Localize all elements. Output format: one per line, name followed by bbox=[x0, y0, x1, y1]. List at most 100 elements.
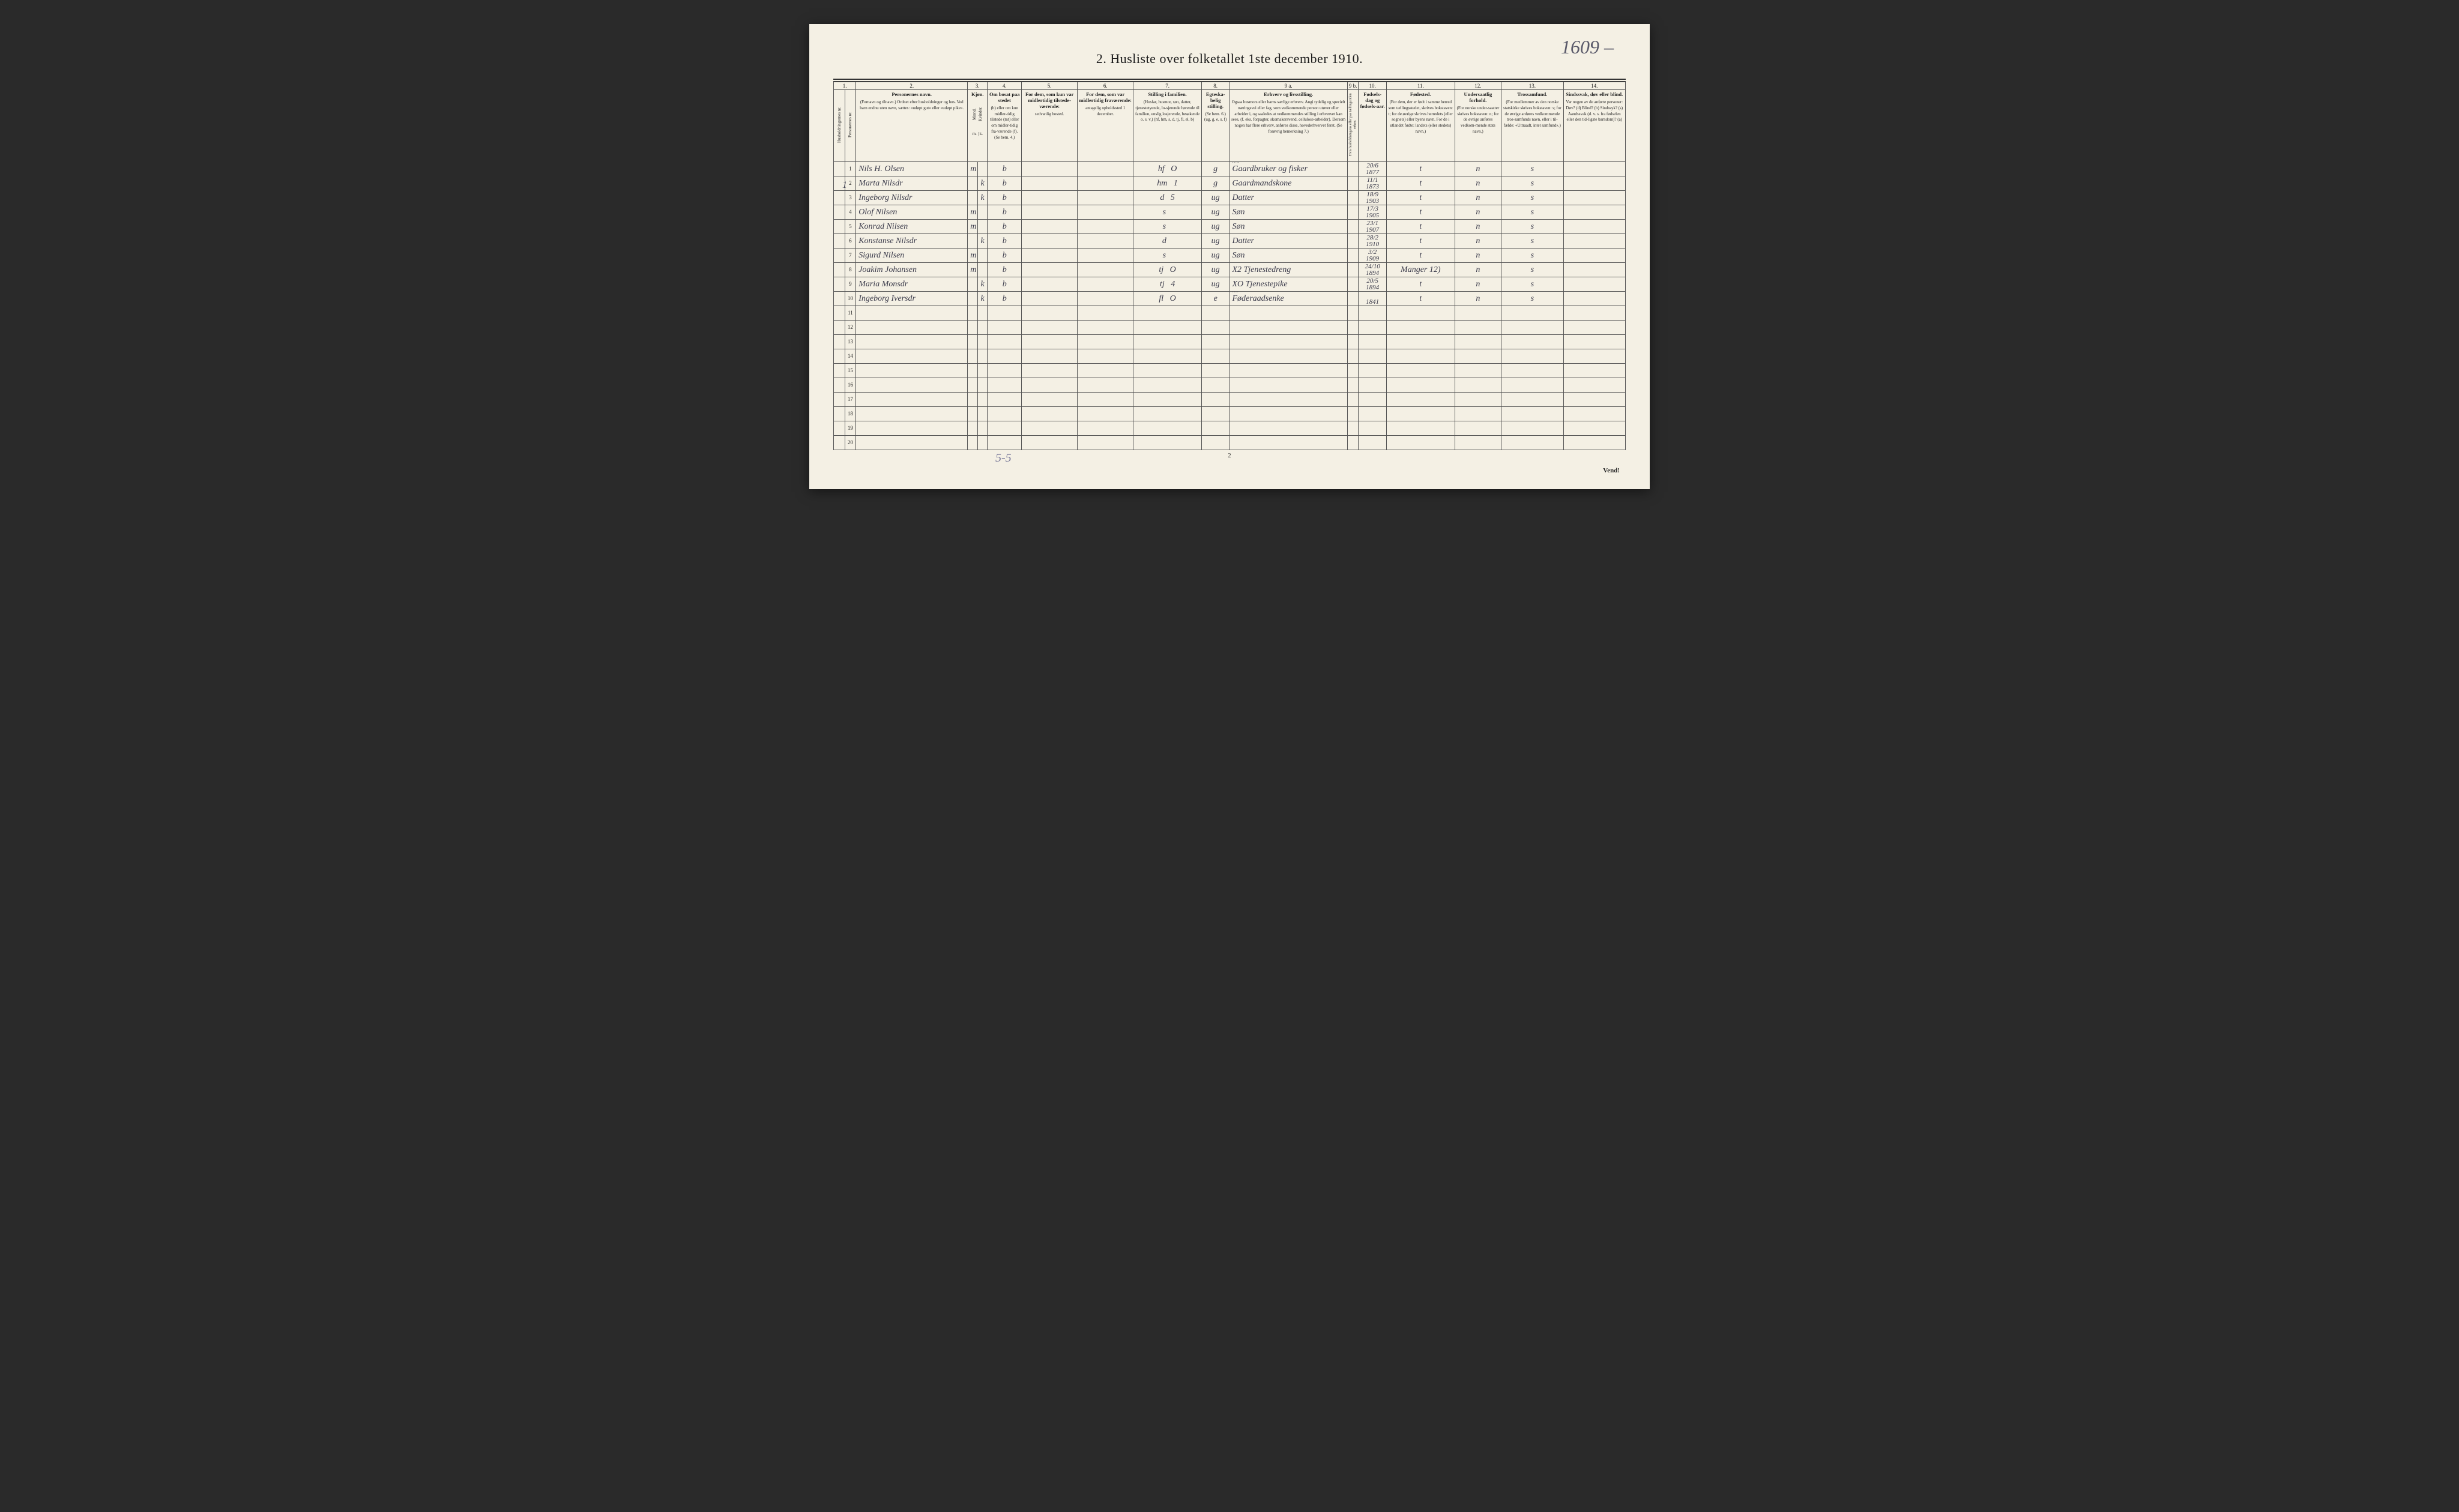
cell-person-nr: 20 bbox=[845, 436, 856, 450]
col-header-name: Personernes navn. (Fornavn og tilnavn.) … bbox=[856, 90, 968, 162]
page-number-printed: 2 bbox=[833, 453, 1626, 459]
cell-birthplace: t bbox=[1386, 220, 1455, 234]
col-num: 5. bbox=[1022, 82, 1078, 90]
cell-household bbox=[834, 321, 845, 335]
cell-disability bbox=[1563, 248, 1625, 263]
col-num: 1. bbox=[834, 82, 856, 90]
table-row: 2 Marta Nilsdr k b hm 1 g Gaardmandskone… bbox=[834, 176, 1626, 191]
cell-residence: b bbox=[988, 263, 1022, 277]
cell-9b bbox=[1347, 248, 1359, 263]
cell-temp-present bbox=[1022, 205, 1078, 220]
cell-residence: b bbox=[988, 176, 1022, 191]
cell-nationality: n bbox=[1455, 220, 1501, 234]
table-row-empty: 18 bbox=[834, 407, 1626, 421]
cell-occupation: Gaardmandskone bbox=[1230, 176, 1347, 191]
cell-family-pos: s bbox=[1133, 248, 1202, 263]
cell-person-nr: 13 bbox=[845, 335, 856, 349]
col-header-sex: Kjøn. Mænd. Kvinder. m. | k. bbox=[968, 90, 988, 162]
cell-9b bbox=[1347, 220, 1359, 234]
cell-birthplace: t bbox=[1386, 205, 1455, 220]
cell-occupation: X1Føderaadsenke bbox=[1230, 292, 1347, 306]
table-row: 10 Ingeborg Iversdr k b fl O e X1Føderaa… bbox=[834, 292, 1626, 306]
cell-family-pos: d bbox=[1133, 234, 1202, 248]
col-num: 11. bbox=[1386, 82, 1455, 90]
col-header-occupation: Erhverv og livsstilling. Ogsaa husmors e… bbox=[1230, 90, 1347, 162]
table-row: 7 Sigurd Nilsen m b s ug Søn 3/21909 t n… bbox=[834, 248, 1626, 263]
col-num: 13. bbox=[1501, 82, 1563, 90]
cell-disability bbox=[1563, 205, 1625, 220]
table-row: 5 Konrad Nilsen m b s ug Søn 23/11907 t … bbox=[834, 220, 1626, 234]
cell-marital: ug bbox=[1201, 220, 1230, 234]
cell-temp-absent bbox=[1078, 263, 1133, 277]
table-row: 8 Joakim Johansen m b tj O ug X2 Tjenest… bbox=[834, 263, 1626, 277]
cell-household bbox=[834, 292, 845, 306]
cell-person-nr: 8 bbox=[845, 263, 856, 277]
cell-marital: ug bbox=[1201, 191, 1230, 205]
cell-birthdate: 1841 bbox=[1359, 292, 1387, 306]
cell-9b bbox=[1347, 205, 1359, 220]
cell-nationality: n bbox=[1455, 191, 1501, 205]
cell-birthdate: 11/11873 bbox=[1359, 176, 1387, 191]
cell-religion: s bbox=[1501, 234, 1563, 248]
cell-nationality: n bbox=[1455, 176, 1501, 191]
cell-household bbox=[834, 378, 845, 393]
page-title: 2. Husliste over folketallet 1ste decemb… bbox=[833, 51, 1626, 67]
cell-sex-k bbox=[977, 248, 988, 263]
cell-household bbox=[834, 162, 845, 176]
cell-nationality: n bbox=[1455, 248, 1501, 263]
cell-sex-m bbox=[968, 292, 978, 306]
cell-birthdate: 20/61877 bbox=[1359, 162, 1387, 176]
col-header-nationality: Undersaatlig forhold. (For norske under-… bbox=[1455, 90, 1501, 162]
cell-household bbox=[834, 335, 845, 349]
col-num: 6. bbox=[1078, 82, 1133, 90]
cell-family-pos: fl O bbox=[1133, 292, 1202, 306]
cell-name: Maria Monsdr bbox=[856, 277, 968, 292]
cell-sex-k bbox=[977, 263, 988, 277]
cell-residence: b bbox=[988, 162, 1022, 176]
cell-occupation: XO Tjenestepike bbox=[1230, 277, 1347, 292]
cell-birthdate: 17/31905 bbox=[1359, 205, 1387, 220]
cell-family-pos: hm 1 bbox=[1133, 176, 1202, 191]
cell-temp-absent bbox=[1078, 277, 1133, 292]
cell-temp-absent bbox=[1078, 248, 1133, 263]
col-header-disability: Sindssvak, døv eller blind. Var nogen av… bbox=[1563, 90, 1625, 162]
cell-temp-present bbox=[1022, 176, 1078, 191]
table-row: 1 Nils H. Olsen m b hf O g XOGaardbruker… bbox=[834, 162, 1626, 176]
col-num: 4. bbox=[988, 82, 1022, 90]
cell-household bbox=[834, 191, 845, 205]
cell-disability bbox=[1563, 162, 1625, 176]
cell-household bbox=[834, 248, 845, 263]
cell-temp-absent bbox=[1078, 292, 1133, 306]
cell-temp-absent bbox=[1078, 234, 1133, 248]
cell-household bbox=[834, 220, 845, 234]
cell-birthplace: t bbox=[1386, 234, 1455, 248]
cell-household bbox=[834, 364, 845, 378]
cell-temp-absent bbox=[1078, 176, 1133, 191]
cell-person-nr: 3 bbox=[845, 191, 856, 205]
cell-name: Ingeborg Nilsdr bbox=[856, 191, 968, 205]
cell-9b bbox=[1347, 191, 1359, 205]
cell-residence: b bbox=[988, 292, 1022, 306]
table-body: 1 Nils H. Olsen m b hf O g XOGaardbruker… bbox=[834, 162, 1626, 450]
cell-occupation: XOGaardbruker og fisker bbox=[1230, 162, 1347, 176]
cell-religion: s bbox=[1501, 263, 1563, 277]
table-row: 9 Maria Monsdr k b tj 4 ug XO Tjenestepi… bbox=[834, 277, 1626, 292]
cell-name: Sigurd Nilsen bbox=[856, 248, 968, 263]
cell-sex-k: k bbox=[977, 176, 988, 191]
table-row: 3 Ingeborg Nilsdr k b d 5 ug Datter 18/9… bbox=[834, 191, 1626, 205]
cell-family-pos: tj 4 bbox=[1133, 277, 1202, 292]
bottom-handwritten-note: 5-5 bbox=[995, 451, 1012, 465]
cell-sex-m: m bbox=[968, 248, 978, 263]
cell-name: Olof Nilsen bbox=[856, 205, 968, 220]
col-header-temp-absent: For dem, som var midlertidig fraværende:… bbox=[1078, 90, 1133, 162]
cell-birthdate: 18/91903 bbox=[1359, 191, 1387, 205]
cell-name: Joakim Johansen bbox=[856, 263, 968, 277]
cell-sex-m: m bbox=[968, 263, 978, 277]
cell-disability bbox=[1563, 191, 1625, 205]
cell-person-nr: 7 bbox=[845, 248, 856, 263]
table-row-empty: 11 bbox=[834, 306, 1626, 321]
table-row-empty: 19 bbox=[834, 421, 1626, 436]
table-header: 1. 2. 3. 4. 5. 6. 7. 8. 9 a. 9 b. 10. 11… bbox=[834, 82, 1626, 162]
cell-marital: g bbox=[1201, 162, 1230, 176]
col-header-9b: Hvis husholdningens eller pas tællingsti… bbox=[1347, 90, 1359, 162]
